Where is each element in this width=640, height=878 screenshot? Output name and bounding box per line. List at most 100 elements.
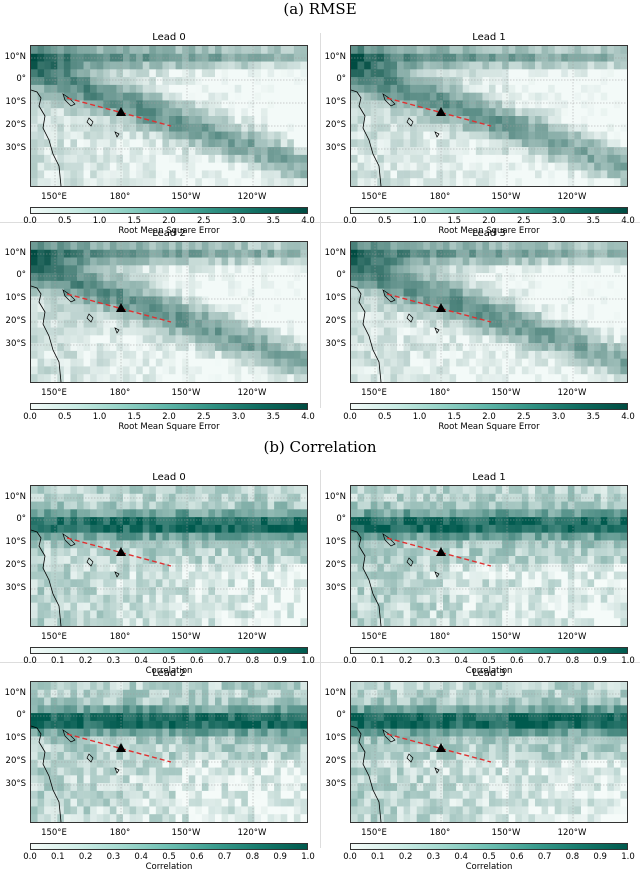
heatmap-cell xyxy=(377,343,384,351)
heatmap-cell xyxy=(594,533,601,541)
heatmap-cell xyxy=(561,178,568,186)
heatmap-cell xyxy=(130,77,137,85)
heatmap-cell xyxy=(215,320,222,328)
heatmap-cell xyxy=(97,124,104,132)
heatmap-cell xyxy=(143,595,150,603)
heatmap-cell xyxy=(248,85,255,93)
heatmap-cell xyxy=(417,595,424,603)
heatmap-cell xyxy=(235,556,242,564)
heatmap-cell xyxy=(496,62,503,70)
heatmap-cell xyxy=(358,587,365,595)
heatmap-cell xyxy=(450,572,457,580)
heatmap-cell xyxy=(430,548,437,556)
heatmap-cell xyxy=(502,46,509,54)
heatmap-cell xyxy=(522,525,529,533)
heatmap-cell xyxy=(417,242,424,250)
heatmap-cell xyxy=(450,46,457,54)
heatmap-cell xyxy=(542,108,549,116)
heatmap-cell xyxy=(515,124,522,132)
heatmap-cell xyxy=(103,374,110,382)
heatmap-cell xyxy=(574,366,581,374)
heatmap-cell xyxy=(281,374,288,382)
heatmap-cell xyxy=(607,258,614,266)
heatmap-cell xyxy=(548,335,555,343)
heatmap-cell xyxy=(294,77,301,85)
heatmap-cell xyxy=(130,572,137,580)
heatmap-cell xyxy=(254,556,261,564)
heatmap-cell xyxy=(254,69,261,77)
heatmap-cell xyxy=(64,178,71,186)
heatmap-cell xyxy=(268,374,275,382)
heatmap-cell xyxy=(261,155,268,163)
heatmap-cell xyxy=(123,62,130,70)
colorbar-tick-label: 0.9 xyxy=(273,656,287,666)
heatmap-cell xyxy=(169,124,176,132)
heatmap-cell xyxy=(436,579,443,587)
heatmap-cell xyxy=(568,289,575,297)
heatmap-cell xyxy=(64,579,71,587)
heatmap-cell xyxy=(287,509,294,517)
heatmap-cell xyxy=(156,335,163,343)
heatmap-cell xyxy=(574,155,581,163)
heatmap-cell xyxy=(110,163,117,171)
heatmap-cell xyxy=(44,610,51,618)
heatmap-cell xyxy=(358,502,365,510)
heatmap-cell xyxy=(149,273,156,281)
heatmap-cell xyxy=(601,312,608,320)
heatmap-cell xyxy=(123,147,130,155)
heatmap-cell xyxy=(542,77,549,85)
heatmap-cell xyxy=(208,603,215,611)
heatmap-cell xyxy=(300,258,307,266)
heatmap-cell xyxy=(90,509,97,517)
heatmap-cell xyxy=(44,502,51,510)
heatmap-cell xyxy=(123,273,130,281)
heatmap-cell xyxy=(300,132,307,140)
heatmap-cell xyxy=(281,564,288,572)
heatmap-cell xyxy=(294,486,301,494)
heatmap-cell xyxy=(261,533,268,541)
heatmap-cell xyxy=(410,242,417,250)
heatmap-cell xyxy=(522,108,529,116)
lat-tick-label: 10°S xyxy=(326,537,346,547)
heatmap-cell xyxy=(568,374,575,382)
heatmap-cell xyxy=(456,525,463,533)
heatmap-cell xyxy=(410,281,417,289)
heatmap-cell xyxy=(235,258,242,266)
heatmap-cell xyxy=(195,548,202,556)
heatmap-cell xyxy=(436,564,443,572)
heatmap-cell xyxy=(568,124,575,132)
heatmap-cell xyxy=(542,62,549,70)
heatmap-cell xyxy=(143,587,150,595)
heatmap-cell xyxy=(522,281,529,289)
lon-tick-label: 150°W xyxy=(492,632,521,642)
heatmap-cell xyxy=(555,296,562,304)
heatmap-cell xyxy=(443,178,450,186)
heatmap-cell xyxy=(548,359,555,367)
heatmap-cell xyxy=(281,273,288,281)
heatmap-cell xyxy=(397,132,404,140)
heatmap-cell xyxy=(90,265,97,273)
heatmap-cell xyxy=(254,595,261,603)
heatmap-cell xyxy=(70,351,77,359)
heatmap-cell xyxy=(450,296,457,304)
heatmap-cell xyxy=(136,328,143,336)
heatmap-cell xyxy=(222,351,229,359)
heatmap-cell xyxy=(528,343,535,351)
heatmap-cell xyxy=(377,147,384,155)
heatmap-cell xyxy=(162,540,169,548)
heatmap-cell xyxy=(548,486,555,494)
heatmap-cell xyxy=(189,618,196,626)
heatmap-cell xyxy=(202,572,209,580)
heatmap-cell xyxy=(574,62,581,70)
heatmap-cell xyxy=(469,603,476,611)
heatmap-cell xyxy=(456,139,463,147)
heatmap-cell xyxy=(542,296,549,304)
heatmap-cell xyxy=(555,509,562,517)
colorbar-tick-label: 0.1 xyxy=(51,656,65,666)
heatmap-cell xyxy=(364,242,371,250)
heatmap-cell xyxy=(476,281,483,289)
heatmap-cell xyxy=(417,343,424,351)
heatmap-cell xyxy=(410,525,417,533)
colorbar-tick-label: 2.0 xyxy=(482,412,496,422)
heatmap-cell xyxy=(294,124,301,132)
